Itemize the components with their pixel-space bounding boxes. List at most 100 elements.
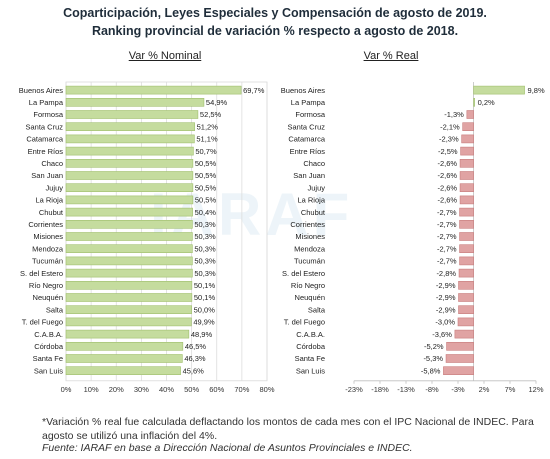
nominal-bar — [65, 268, 193, 278]
nominal-category-label: Córdoba — [34, 342, 64, 351]
nominal-data-label: 50,7% — [195, 147, 217, 156]
nominal-category-label: C.A.B.A. — [34, 330, 63, 339]
nominal-data-label: 50,4% — [195, 208, 217, 217]
real-data-label: -2,7% — [437, 220, 457, 229]
nominal-category-label: Formosa — [33, 110, 63, 119]
real-bar — [459, 171, 474, 180]
nominal-data-label: 52,5% — [200, 110, 222, 119]
real-category-label: Misiones — [295, 232, 325, 241]
nominal-category-label: Tucumán — [32, 257, 63, 266]
real-category-label: La Pampa — [291, 98, 326, 107]
nominal-x-tick-label: 10% — [84, 385, 99, 394]
nominal-x-tick-label: 0% — [61, 385, 72, 394]
nominal-x-tick-label: 80% — [259, 385, 274, 394]
real-x-tick-label: 12% — [528, 385, 543, 394]
real-category-label: Corrientes — [290, 220, 325, 229]
real-bar — [459, 207, 474, 217]
nominal-data-label: 45,6% — [183, 366, 205, 375]
nominal-data-label: 50,5% — [195, 196, 217, 205]
real-bar — [460, 146, 474, 156]
nominal-x-tick-label: 60% — [209, 385, 224, 394]
nominal-data-label: 50,3% — [194, 269, 216, 278]
real-bar — [466, 110, 474, 119]
real-category-label: La Rioja — [297, 196, 325, 205]
nominal-data-label: 48,9% — [191, 330, 213, 339]
nominal-data-label: 51,1% — [196, 135, 218, 144]
real-data-label: -2,7% — [437, 208, 457, 217]
real-category-label: Salta — [308, 305, 326, 314]
real-data-label: -2,7% — [437, 232, 457, 241]
nominal-category-label: La Pampa — [29, 98, 64, 107]
real-bar — [458, 268, 474, 278]
real-category-label: Formosa — [295, 110, 325, 119]
nominal-data-label: 50,5% — [195, 171, 217, 180]
real-data-label: 0,2% — [478, 98, 495, 107]
real-x-tick-label: -8% — [425, 385, 439, 394]
nominal-data-label: 46,5% — [185, 342, 207, 351]
nominal-category-label: Corrientes — [28, 220, 63, 229]
nominal-data-label: 50,1% — [194, 293, 216, 302]
nominal-data-label: 51,2% — [197, 122, 219, 131]
nominal-x-tick-label: 30% — [134, 385, 149, 394]
nominal-bar — [65, 171, 194, 180]
real-bar — [443, 366, 474, 376]
nominal-category-label: Misiones — [33, 232, 63, 241]
nominal-data-label: 46,3% — [184, 354, 206, 363]
nominal-bar — [65, 293, 193, 302]
real-bar — [459, 256, 474, 266]
nominal-category-label: Salta — [46, 305, 64, 314]
real-category-label: Río Negro — [291, 281, 325, 290]
nominal-data-label: 50,3% — [194, 257, 216, 266]
real-bar — [459, 159, 474, 168]
nominal-category-label: Río Negro — [29, 281, 63, 290]
real-bar — [461, 134, 474, 144]
real-x-tick-label: -18% — [371, 385, 389, 394]
nominal-bar — [65, 110, 199, 119]
real-bar — [457, 317, 474, 327]
nominal-category-label: Entre Ríos — [28, 147, 64, 156]
nominal-data-label: 50,1% — [194, 281, 216, 290]
real-data-label: -3,0% — [435, 318, 455, 327]
real-data-label: -2,7% — [437, 257, 457, 266]
real-data-label: -1,3% — [444, 110, 464, 119]
real-x-tick-label: 2% — [479, 385, 490, 394]
real-bar — [454, 329, 474, 339]
real-data-label: -2,6% — [437, 196, 457, 205]
real-data-label: -2,8% — [436, 269, 456, 278]
real-category-label: C.A.B.A. — [296, 330, 325, 339]
nominal-bar — [65, 341, 184, 351]
nominal-x-tick-label: 20% — [109, 385, 124, 394]
nominal-category-label: San Juan — [31, 171, 63, 180]
real-bar — [473, 98, 475, 107]
nominal-bar — [65, 134, 195, 144]
real-bar — [458, 305, 474, 315]
real-bar — [462, 122, 474, 131]
real-category-label: T. del Fuego — [284, 318, 325, 327]
nominal-subtitle: Var % Nominal — [128, 50, 202, 62]
nominal-bar — [65, 159, 194, 168]
nominal-category-label: La Rioja — [35, 196, 63, 205]
real-data-label: -5,8% — [421, 366, 441, 375]
nominal-bar — [65, 329, 190, 339]
real-category-label: Catamarca — [288, 135, 326, 144]
nominal-bar — [65, 256, 193, 266]
real-bar — [445, 354, 474, 363]
nominal-bar — [65, 232, 193, 241]
nominal-bar — [65, 146, 194, 156]
real-category-label: Chaco — [303, 159, 325, 168]
real-category-label: San Luis — [296, 366, 325, 375]
real-data-label: -5,3% — [423, 354, 443, 363]
real-x-tick-label: -23% — [345, 385, 363, 394]
nominal-bar — [65, 366, 181, 376]
source-note: Fuente: IARAF en base a Dirección Nacion… — [42, 442, 413, 454]
nominal-bar — [65, 207, 193, 217]
real-category-label: Jujuy — [307, 183, 325, 192]
real-bar — [459, 183, 474, 192]
nominal-category-label: Buenos Aires — [19, 86, 63, 95]
real-subtitle: Var % Real — [363, 50, 419, 62]
nominal-data-label: 50,3% — [194, 244, 216, 253]
nominal-bar — [65, 280, 193, 290]
nominal-category-label: T. del Fuego — [22, 318, 63, 327]
nominal-category-label: S. del Estero — [20, 269, 63, 278]
